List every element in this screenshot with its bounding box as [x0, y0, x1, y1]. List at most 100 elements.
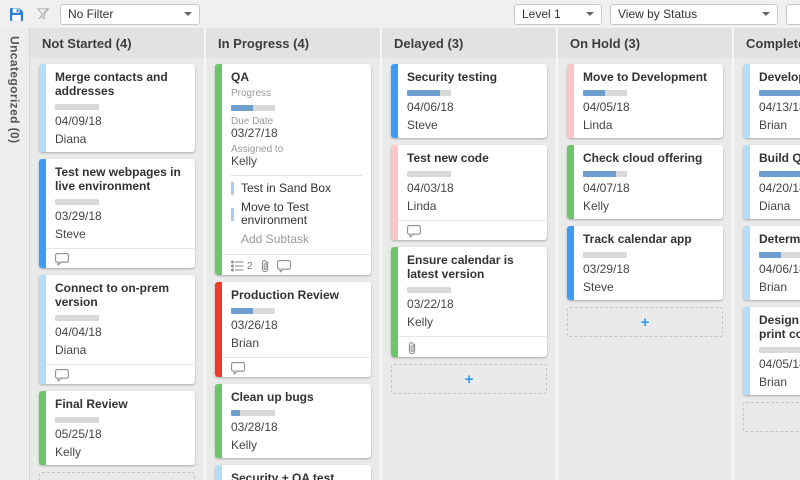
task-card[interactable]: Final Review 05/25/18 Kelly	[39, 391, 195, 465]
task-card[interactable]: Security + QA test06/22/18Justin	[215, 465, 371, 480]
subtask-item[interactable]: Test in Sand Box	[231, 179, 362, 198]
card-assignee: Linda	[407, 199, 437, 213]
filter-dropdown[interactable]: No Filter	[60, 3, 200, 25]
card-accent-bar	[39, 159, 46, 268]
task-card[interactable]: Ensure calendar is latest version 03/22/1…	[391, 247, 547, 357]
card-due-date: 04/05/18	[583, 100, 630, 114]
comment-icon[interactable]	[407, 225, 421, 238]
subtask-item[interactable]: Move to Test environment	[231, 198, 362, 230]
comment-icon[interactable]	[276, 259, 291, 273]
task-card[interactable]: Test new code 04/03/18 Linda	[391, 145, 547, 240]
add-card-button[interactable]: +	[391, 364, 547, 394]
task-card[interactable]: Determine scope 04/06/18 Brian	[743, 226, 800, 300]
board-column: Completed (4) Development process 04/13/18…	[734, 28, 800, 480]
task-card[interactable]: QA Progress Due Date 03/27/18 Assigned to Kel…	[215, 64, 371, 275]
progress-bar	[231, 105, 275, 111]
progress-fill	[583, 171, 616, 177]
board-column: In Progress (4) QA Progress Due Date 03/27/1…	[206, 28, 380, 480]
task-card[interactable]: Build QA environment 04/20/18 Diana	[743, 145, 800, 219]
view-by-dropdown-value: View by Status	[618, 7, 698, 21]
add-card-button[interactable]: +	[743, 402, 800, 432]
card-accent-bar	[39, 64, 46, 152]
card-title: Build QA environment	[759, 151, 800, 165]
card-accent-bar	[391, 64, 398, 138]
column-title: Completed (4)	[746, 35, 800, 51]
card-accent-bar	[39, 391, 46, 465]
save-icon[interactable]	[6, 4, 26, 24]
card-assignee: Diana	[759, 199, 791, 213]
toolbar-right-group: Level 1 View by Status	[514, 3, 800, 25]
card-assignee: Steve	[583, 280, 614, 294]
assigned-to-label: Assigned to	[231, 144, 284, 155]
subtask-progress-bar	[231, 207, 234, 221]
task-card[interactable]: Track calendar app 03/29/18 Steve	[567, 226, 723, 300]
task-card[interactable]: Check cloud offering 04/07/18 Kelly	[567, 145, 723, 219]
comment-icon[interactable]	[231, 362, 245, 375]
card-accent-bar	[743, 145, 750, 219]
card-assignee: Brian	[759, 375, 788, 389]
checklist-icon[interactable]	[231, 260, 244, 272]
level-dropdown[interactable]: Level 1	[514, 3, 602, 25]
card-title: Development process	[759, 70, 800, 84]
task-card[interactable]: Test new webpages in live environment 03/…	[39, 159, 195, 268]
card-due-date: 03/28/18	[231, 420, 278, 434]
board-column: Delayed (3) Security testing 04/06/18 Steve…	[382, 28, 556, 480]
card-title: Merge contacts and addresses	[55, 70, 168, 98]
card-title: Security + QA test	[231, 471, 335, 480]
progress-fill	[231, 308, 253, 314]
column-header: On Hold (3)	[558, 28, 732, 58]
progress-label: Progress	[231, 88, 272, 99]
progress-bar	[583, 90, 627, 96]
card-assignee: Kelly	[583, 199, 610, 213]
task-card[interactable]: Development process 04/13/18 Brian	[743, 64, 800, 138]
column-body: Security testing 04/06/18 Steve Test new co…	[382, 58, 556, 480]
card-accent-bar	[39, 275, 46, 384]
toolbar: No Filter Level 1 View by Status	[0, 0, 800, 28]
comment-icon[interactable]	[55, 369, 69, 382]
card-title: Check cloud offering	[583, 151, 703, 165]
card-accent-bar	[567, 64, 574, 138]
progress-bar	[55, 315, 99, 321]
task-card[interactable]: Security testing 04/06/18 Steve	[391, 64, 547, 138]
filter-off-icon[interactable]	[33, 4, 53, 24]
chevron-down-icon	[184, 12, 192, 16]
card-assignee: Kelly	[231, 154, 258, 168]
task-card[interactable]: Connect to on-prem version 04/04/18 Diana	[39, 275, 195, 384]
card-assignee: Brian	[231, 336, 260, 350]
card-assignee: Diana	[55, 132, 87, 146]
card-title: Ensure calendar is latest version	[407, 253, 514, 281]
progress-bar	[759, 252, 800, 258]
add-card-button[interactable]: +	[39, 472, 195, 480]
card-accent-bar	[215, 282, 222, 377]
progress-bar	[759, 90, 800, 96]
subtask-list: Test in Sand Box Move to Test environment…	[231, 175, 362, 247]
card-due-date: 03/29/18	[55, 209, 102, 223]
task-card[interactable]: Design the layout and print copies 04/05/…	[743, 307, 800, 395]
card-due-date: 04/04/18	[55, 325, 102, 339]
task-card[interactable]: Production Review 03/26/18 Brian	[215, 282, 371, 377]
paperclip-icon[interactable]	[260, 259, 270, 273]
card-due-date: 04/09/18	[55, 114, 102, 128]
add-card-button[interactable]: +	[567, 307, 723, 337]
comment-icon[interactable]	[55, 253, 69, 266]
overflow-dropdown-partial[interactable]	[786, 3, 800, 25]
add-subtask-button[interactable]: Add Subtask	[241, 232, 310, 246]
subtask-progress-bar	[231, 182, 234, 195]
card-accent-bar	[743, 226, 750, 300]
level-dropdown-value: Level 1	[522, 7, 561, 21]
card-due-date: 04/13/18	[759, 100, 800, 114]
card-due-date: 04/06/18	[407, 100, 454, 114]
view-by-dropdown[interactable]: View by Status	[610, 3, 778, 25]
chevron-down-icon	[586, 12, 594, 16]
board: Not Started (4) Merge contacts and addres…	[30, 28, 800, 480]
card-footer	[222, 357, 371, 377]
paperclip-icon[interactable]	[407, 341, 417, 355]
task-card[interactable]: Clean up bugs 03/28/18 Kelly	[215, 384, 371, 458]
task-card[interactable]: Move to Development 04/05/18 Linda	[567, 64, 723, 138]
column-body: QA Progress Due Date 03/27/18 Assigned to Kel…	[206, 58, 380, 480]
task-card[interactable]: Merge contacts and addresses 04/09/18 Dian…	[39, 64, 195, 152]
uncategorized-lane[interactable]: Uncategorized (0)	[0, 28, 30, 480]
card-title: Security testing	[407, 70, 498, 84]
progress-fill	[231, 410, 240, 416]
